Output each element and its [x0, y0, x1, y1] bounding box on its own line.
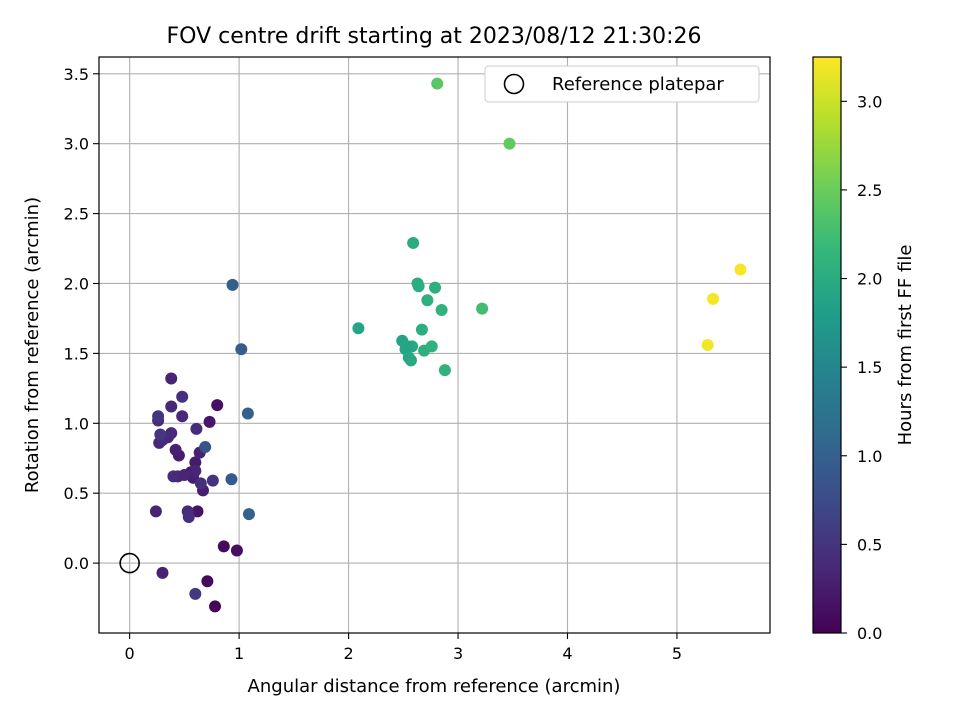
scatter-point: [218, 540, 230, 552]
y-tick-label: 3.0: [64, 135, 89, 154]
scatter-point: [734, 264, 746, 276]
scatter-point: [176, 391, 188, 403]
colorbar-tick-label: 1.5: [857, 358, 882, 377]
scatter-point: [190, 423, 202, 435]
scatter-point: [199, 441, 211, 453]
x-tick-label: 1: [234, 644, 244, 663]
scatter-point: [167, 470, 179, 482]
y-tick-label: 3.5: [64, 65, 89, 84]
y-tick-label: 2.5: [64, 205, 89, 224]
colorbar-tick-label: 2.0: [857, 270, 882, 289]
colorbar-tick-label: 1.0: [857, 447, 882, 466]
colorbar-tick-label: 0.0: [857, 624, 882, 643]
x-tick-label: 3: [453, 644, 463, 663]
colorbar-fill: [813, 57, 841, 633]
legend-entry-reference-platepar: Reference platepar: [552, 74, 724, 95]
scatter-point: [165, 373, 177, 385]
scatter-point: [702, 339, 714, 351]
scatter-point: [183, 511, 195, 523]
scatter-point: [431, 78, 443, 90]
scatter-point: [405, 354, 417, 366]
legend: Reference platepar: [485, 66, 759, 102]
scatter-point: [707, 293, 719, 305]
scatter-point: [439, 364, 451, 376]
x-axis-label: Angular distance from reference (arcmin): [248, 676, 621, 697]
scatter-point: [156, 567, 168, 579]
scatter-point: [402, 340, 414, 352]
scatter-point: [243, 508, 255, 520]
y-tick-label: 2.0: [64, 274, 89, 293]
scatter-point: [189, 465, 201, 477]
x-tick-label: 0: [125, 644, 135, 663]
scatter-point: [165, 401, 177, 413]
scatter-point: [235, 343, 247, 355]
scatter-point: [150, 505, 162, 517]
scatter-point: [189, 588, 201, 600]
scatter-point: [503, 138, 515, 150]
colorbar-tick-label: 3.0: [857, 92, 882, 111]
chart-title: FOV centre drift starting at 2023/08/12 …: [167, 24, 702, 49]
colorbar-ticks: 0.0 0.5 1.0 1.5 2.0 2.5 3.0: [841, 92, 882, 643]
scatter-point: [426, 340, 438, 352]
y-tick-label: 1.0: [64, 414, 89, 433]
colorbar-tick-label: 0.5: [857, 535, 882, 554]
scatter-point: [436, 304, 448, 316]
scatter-point: [429, 282, 441, 294]
scatter-point: [476, 303, 488, 315]
scatter-point: [231, 545, 243, 557]
scatter-point: [209, 600, 221, 612]
scatter-point: [352, 322, 364, 334]
scatter-point: [416, 324, 428, 336]
scatter-point: [170, 444, 182, 456]
y-axis-ticks: 0.0 0.5 1.0 1.5 2.0 2.5 3.0 3.5: [64, 65, 99, 573]
scatter-point: [227, 279, 239, 291]
scatter-point: [413, 280, 425, 292]
scatter-point: [407, 237, 419, 249]
y-tick-label: 0.5: [64, 484, 89, 503]
scatter-point: [204, 416, 216, 428]
x-axis-ticks: 0 1 2 3 4 5: [125, 633, 682, 663]
scatter-point: [207, 475, 219, 487]
colorbar: 0.0 0.5 1.0 1.5 2.0 2.5 3.0 Hours from first F…: [813, 57, 916, 643]
scatter-point: [225, 473, 237, 485]
y-axis-label: Rotation from reference (arcmin): [22, 197, 43, 493]
scatter-point: [152, 410, 164, 422]
scatter-point: [211, 399, 223, 411]
chart-figure: FOV centre drift starting at 2023/08/12 …: [0, 0, 960, 720]
y-tick-label: 0.0: [64, 554, 89, 573]
colorbar-tick-label: 2.5: [857, 181, 882, 200]
scatter-point: [195, 477, 207, 489]
x-tick-label: 4: [562, 644, 572, 663]
scatter-point: [176, 410, 188, 422]
scatter-point: [201, 575, 213, 587]
x-tick-label: 5: [672, 644, 682, 663]
x-tick-label: 2: [343, 644, 353, 663]
colorbar-label: Hours from first FF file: [895, 245, 916, 446]
scatter-point: [242, 408, 254, 420]
scatter-point: [421, 294, 433, 306]
y-tick-label: 1.5: [64, 344, 89, 363]
scatter-point: [154, 428, 166, 440]
